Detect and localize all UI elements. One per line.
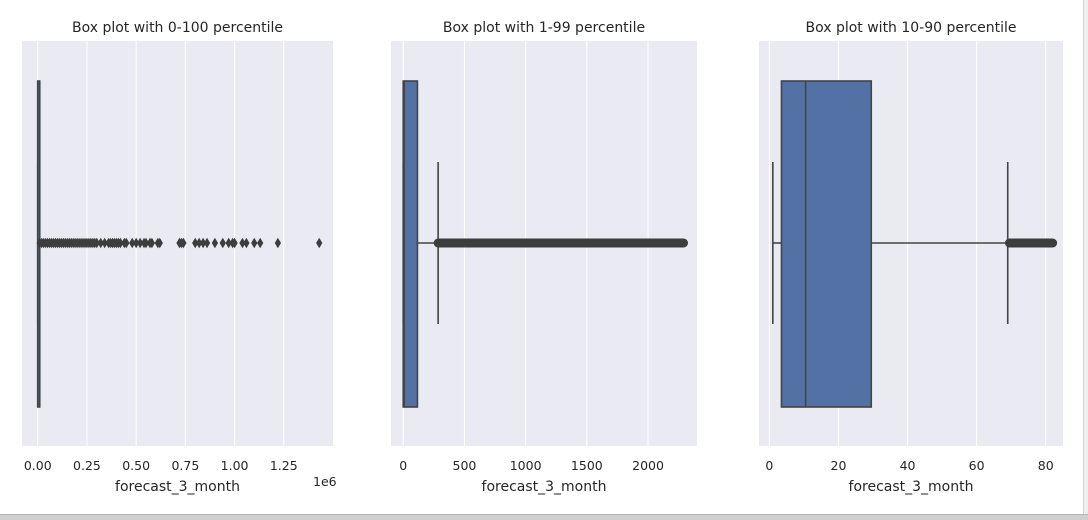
x-tick-label: 1.25 <box>270 458 298 473</box>
outlier-point <box>129 237 136 249</box>
box-iqr <box>780 80 873 408</box>
x-tick-label: 80 <box>1038 458 1054 473</box>
x-tick-label: 2000 <box>632 458 664 473</box>
x-tick-label: 0.25 <box>73 458 101 473</box>
outlier-point <box>133 237 140 249</box>
boxplot-panel-1-99: Box plot with 1-99 percentile forecast_3… <box>391 20 697 495</box>
x-tick-label: 0 <box>399 458 407 473</box>
x-tick-label: 500 <box>453 458 477 473</box>
window-bottom-border <box>0 514 1088 520</box>
outlier-point <box>101 237 108 249</box>
chart-title: Box plot with 10-90 percentile <box>805 20 1016 36</box>
outlier-point <box>219 237 226 249</box>
outlier-point <box>117 237 124 249</box>
outlier-point <box>225 237 232 249</box>
outlier-point <box>316 237 323 249</box>
boxplot-panel-10-90: Box plot with 10-90 percentile forecast_… <box>759 20 1063 495</box>
outlier-point <box>239 237 246 249</box>
outlier-point <box>243 237 250 249</box>
outlier-point <box>180 237 187 249</box>
x-tick-label: 0.50 <box>122 458 150 473</box>
outlier-point <box>148 237 156 249</box>
x-tick-label: 60 <box>969 458 985 473</box>
x-tick-label: 1000 <box>510 458 542 473</box>
x-tick-label: 1.00 <box>221 458 249 473</box>
outlier-point <box>97 237 104 249</box>
outlier-point <box>199 237 207 249</box>
outlier-point <box>203 237 211 249</box>
x-axis-label: forecast_3_month <box>849 479 974 495</box>
outlier-point <box>136 237 144 249</box>
axis-offset-label: 1e6 <box>313 474 337 489</box>
boxplot-panel-0-100: Box plot with 0-100 percentile forecast_… <box>22 20 337 495</box>
box-iqr <box>402 80 419 408</box>
x-tick-label: 0.00 <box>24 458 52 473</box>
outlier-point <box>142 237 150 249</box>
outlier-point <box>274 237 282 249</box>
window-right-border <box>1083 0 1088 514</box>
chart-title: Box plot with 1-99 percentile <box>443 20 645 36</box>
x-tick-label: 0.75 <box>171 458 199 473</box>
outlier-point <box>93 237 100 249</box>
x-axis-label: forecast_3_month <box>482 479 607 495</box>
outlier-point <box>196 237 203 249</box>
chart-title: Box plot with 0-100 percentile <box>72 20 283 36</box>
outlier-point <box>123 237 130 249</box>
x-tick-label: 1500 <box>571 458 603 473</box>
outlier-point <box>231 237 238 249</box>
outlier-point <box>257 237 264 249</box>
x-axis-label: forecast_3_month <box>115 479 240 495</box>
outlier-point <box>251 237 258 249</box>
x-tick-label: 0 <box>765 458 773 473</box>
outlier-point <box>192 237 199 249</box>
outlier-point <box>211 237 219 249</box>
outlier-point <box>156 237 163 249</box>
x-tick-label: 40 <box>900 458 916 473</box>
x-tick-label: 20 <box>831 458 847 473</box>
